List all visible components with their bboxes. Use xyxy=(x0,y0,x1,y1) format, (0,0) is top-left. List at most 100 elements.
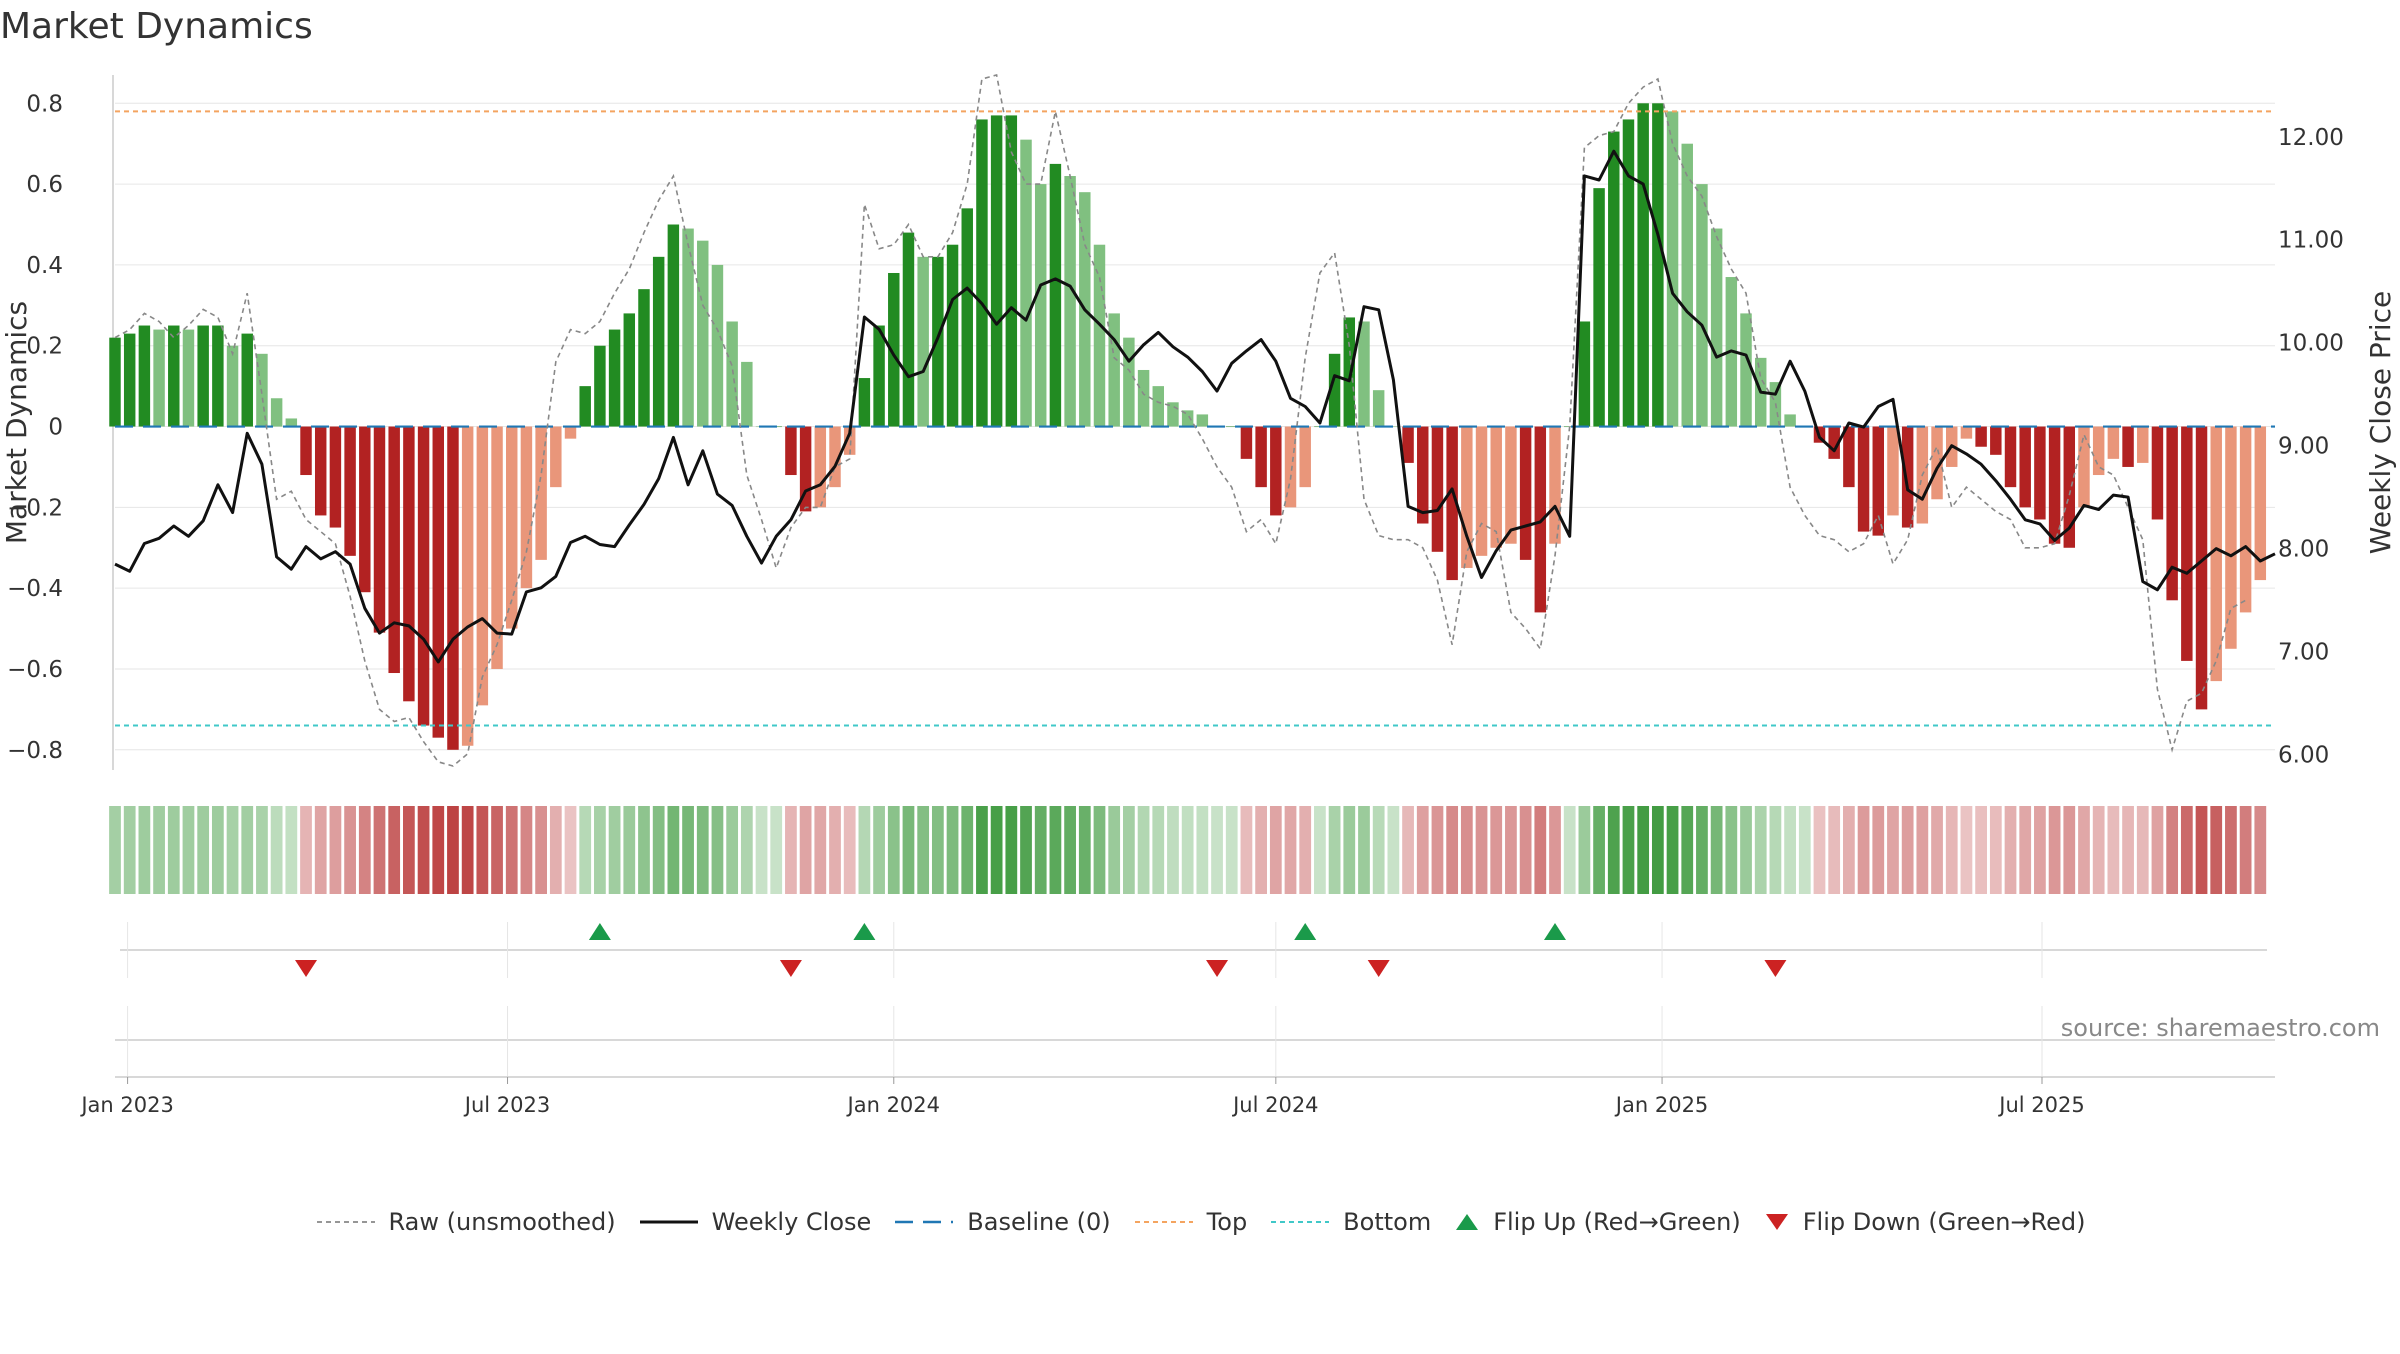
heat-cell xyxy=(1534,806,1547,894)
heat-cell xyxy=(1049,806,1062,894)
bar xyxy=(1152,386,1164,427)
legend-label: Raw (unsmoothed) xyxy=(388,1208,616,1236)
legend-swatch-mark xyxy=(1765,1214,1788,1230)
bar xyxy=(2195,426,2208,710)
raw-line xyxy=(114,74,2246,767)
heat-cell xyxy=(1020,806,1032,894)
y2-tick-label: 9.00 xyxy=(2278,434,2329,460)
heat-cell xyxy=(1607,806,1620,894)
bar xyxy=(270,398,283,427)
heat-cell xyxy=(2092,806,2105,894)
heat-cell xyxy=(1093,806,1106,894)
heat-cell xyxy=(2136,806,2149,894)
bar xyxy=(1034,184,1047,427)
heat-cell xyxy=(344,806,356,894)
bar xyxy=(1872,426,1884,536)
bar xyxy=(2034,426,2046,520)
heat-cell xyxy=(447,806,459,894)
legend-label: Weekly Close xyxy=(711,1208,872,1236)
heat-cell xyxy=(1843,806,1855,894)
bar xyxy=(212,325,224,427)
y-tick-label: −0.2 xyxy=(7,495,63,521)
bar xyxy=(785,426,797,476)
heat-cell xyxy=(917,806,930,894)
bar xyxy=(1461,426,1473,568)
legend-item-close: Weekly Close xyxy=(638,1208,872,1236)
heat-cell xyxy=(976,806,988,894)
bar xyxy=(2078,426,2090,508)
heat-cell xyxy=(1328,806,1341,894)
bar xyxy=(652,256,665,427)
legend-label: Top xyxy=(1206,1208,1248,1236)
bar xyxy=(491,426,503,669)
bar xyxy=(1270,426,1282,516)
bar xyxy=(1137,369,1150,427)
bar xyxy=(329,426,342,528)
heat-cell xyxy=(1358,806,1370,894)
heat-cell xyxy=(535,806,547,894)
heat-cell xyxy=(873,806,885,894)
heat-cell xyxy=(594,806,606,894)
heat-cell xyxy=(1916,806,1929,894)
heat-cell xyxy=(1740,806,1752,894)
heat-cell xyxy=(2063,806,2076,894)
heat-cell xyxy=(1857,806,1870,894)
bar xyxy=(1637,103,1649,427)
heat-cell xyxy=(2166,806,2179,894)
bar xyxy=(2239,426,2252,613)
heat-cell xyxy=(858,806,871,894)
bar xyxy=(1505,426,1517,544)
flip-up-marker xyxy=(1294,923,1317,940)
heat-cell xyxy=(241,806,254,894)
heat-cell xyxy=(2004,806,2017,894)
x-tick-label: Jul 2024 xyxy=(1231,1093,1318,1117)
heat-cell xyxy=(1505,806,1517,894)
bar xyxy=(594,345,606,427)
heat-cell xyxy=(1387,806,1400,894)
bar xyxy=(829,426,841,488)
heat-cell xyxy=(1211,806,1223,894)
heat-cell xyxy=(843,806,856,894)
heat-cell xyxy=(931,806,944,894)
heat-cell xyxy=(1872,806,1885,894)
flip-down-marker xyxy=(1764,960,1787,977)
heat-cell xyxy=(461,806,474,894)
y-axis-label: Market Dynamics xyxy=(0,301,33,544)
bar xyxy=(697,240,709,427)
heat-cell xyxy=(1798,806,1811,894)
flip-down-marker xyxy=(779,960,802,977)
flip-down-marker xyxy=(295,960,318,977)
bar xyxy=(1887,426,1899,516)
heat-cell xyxy=(1402,806,1414,894)
bar xyxy=(711,264,724,427)
heat-cell xyxy=(2122,806,2134,894)
bar xyxy=(1240,426,1253,459)
heat-cell xyxy=(197,806,210,894)
bar xyxy=(1593,188,1605,427)
heat-cell xyxy=(153,806,165,894)
heat-cell xyxy=(785,806,797,894)
bar xyxy=(403,426,415,702)
heat-cell xyxy=(256,806,268,894)
heat-cell xyxy=(608,806,621,894)
bar xyxy=(843,426,856,455)
bar xyxy=(197,325,209,427)
bar xyxy=(1828,426,1840,459)
bar xyxy=(447,426,459,750)
bar xyxy=(1402,426,1414,463)
bar xyxy=(535,426,547,560)
heat-cell xyxy=(388,806,401,894)
bar xyxy=(2225,426,2237,649)
bar xyxy=(550,426,562,488)
bar xyxy=(1328,353,1341,427)
bar xyxy=(1123,337,1135,427)
heat-cell xyxy=(2254,806,2267,894)
source-note: source: sharemaestro.com xyxy=(2060,1014,2380,1042)
heat-cell xyxy=(740,806,753,894)
heat-cell xyxy=(1681,806,1694,894)
heat-cell xyxy=(109,806,121,894)
y-tick-label: 0.6 xyxy=(26,172,63,198)
heat-cell xyxy=(1431,806,1444,894)
heat-cell xyxy=(1490,806,1503,894)
